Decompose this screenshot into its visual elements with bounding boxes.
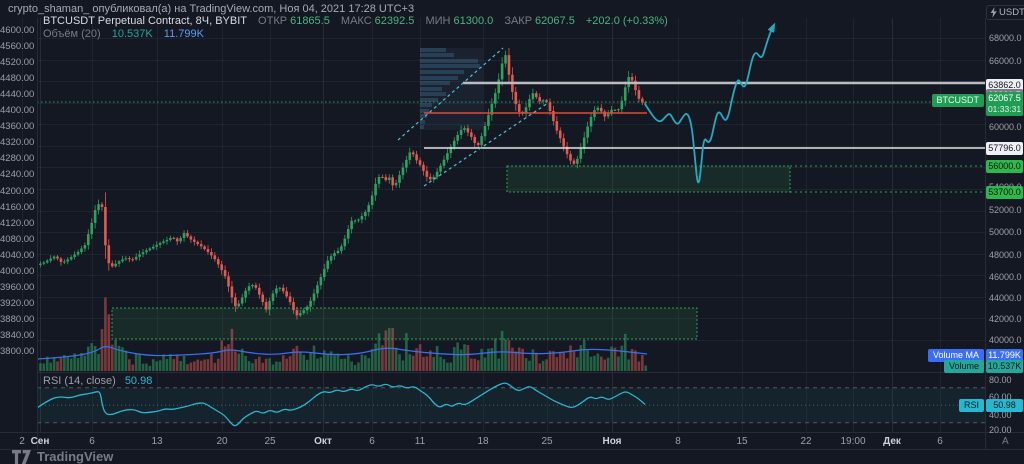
high-label: МАКС xyxy=(340,15,372,27)
time-axis-tick: 25 xyxy=(541,436,553,447)
open-value: 61865.5 xyxy=(290,15,330,27)
tradingview-logo-text: TradingView xyxy=(37,449,114,464)
left-axis-tick: 4120.00 xyxy=(0,217,35,229)
left-axis-tick: 4040.00 xyxy=(0,249,35,261)
close-value: 62067.5 xyxy=(535,15,575,27)
time-axis-tick: 6 xyxy=(369,436,375,447)
time-axis-tick: 13 xyxy=(151,436,163,447)
left-axis-tick: 4200.00 xyxy=(0,185,35,197)
rsi-axis-tick: 40.00 xyxy=(989,410,1012,420)
rsi-axis-tick: 20.00 xyxy=(989,425,1012,435)
time-axis-tick: 18 xyxy=(477,436,489,447)
price-axis-tick: 48000.0 xyxy=(989,250,1022,260)
low-label: МИН xyxy=(425,15,451,27)
left-axis-tick: 4280.00 xyxy=(0,153,35,165)
time-axis-tick: 6 xyxy=(89,436,95,447)
price-label-62067.5: 62067.5 01:33:31 xyxy=(986,92,1023,116)
indicator-tag-ma[interactable]: Volume MA xyxy=(927,348,984,362)
left-axis-tick: 3840.00 xyxy=(0,329,35,341)
time-axis-tick: Ноя xyxy=(602,436,622,447)
left-axis-tick: 4240.00 xyxy=(0,169,35,181)
indicator-value-vol: 10.537K xyxy=(986,359,1023,373)
price-axis-tick: 52000.0 xyxy=(989,205,1022,215)
left-axis-tick: 4160.00 xyxy=(0,201,35,213)
time-axis-tick: Дек xyxy=(883,436,901,447)
symbol-legend[interactable]: BTCUSDT Perpetual Contract, 8Ч, BYBIT ОТ… xyxy=(43,15,671,27)
price-label-57796.0: 57796.0 xyxy=(986,141,1023,155)
time-axis-tick: 2 xyxy=(19,436,25,447)
high-value: 62392.5 xyxy=(374,15,415,27)
price-axis-unit-chip[interactable]: USDT xyxy=(986,5,1024,20)
rsi-legend[interactable]: RSI (14, close) 50.98 xyxy=(43,375,152,387)
left-axis-tick: 4560.00 xyxy=(0,41,35,53)
change-value: +202.0 (+0.33%) xyxy=(585,15,668,27)
rsi-label: RSI (14, close) xyxy=(43,375,116,387)
volume-label: Объём (20) xyxy=(43,28,101,40)
time-axis-tick: 11 xyxy=(414,436,426,447)
volume-ma-value: 11.799K xyxy=(163,28,204,40)
attribution-bar: crypto_shaman_ опубликовал(а) на Trading… xyxy=(8,3,415,15)
price-axis-unit: USDT xyxy=(999,7,1024,18)
open-label: ОТКР xyxy=(258,15,288,27)
left-axis-tick: 4400.00 xyxy=(0,105,35,117)
close-label: ЗАКР xyxy=(504,15,533,27)
price-axis-tick: 50000.0 xyxy=(989,227,1022,237)
left-axis-tick: 3880.00 xyxy=(0,313,35,325)
left-axis-tick: 3960.00 xyxy=(0,281,35,293)
left-axis-tick: 3800.00 xyxy=(0,346,35,357)
tradingview-logo-icon xyxy=(12,449,31,464)
time-axis-tick: 20 xyxy=(216,436,228,447)
left-axis-tick: 4440.00 xyxy=(0,89,35,101)
left-axis-tick: 4480.00 xyxy=(0,73,35,85)
rsi-value: 50.98 xyxy=(124,375,153,387)
price-axis-tick: 66000.0 xyxy=(989,56,1022,66)
left-axis-tick: 4080.00 xyxy=(0,233,35,245)
time-axis-tick: 25 xyxy=(264,436,276,447)
left-axis-tick: 4600.00 xyxy=(0,25,35,36)
volume-legend[interactable]: Объём (20) 10.537K 11.799K xyxy=(43,28,207,40)
low-value: 61300.0 xyxy=(453,15,494,27)
price-label-53700.0: 53700.0 xyxy=(986,185,1023,199)
left-axis-tick: 4520.00 xyxy=(0,57,35,69)
time-axis-tick: 6 xyxy=(937,436,943,447)
left-axis-tick: 4360.00 xyxy=(0,121,35,133)
auto-scale-button[interactable]: A xyxy=(1002,436,1009,447)
time-axis-tick: Сен xyxy=(30,436,50,447)
indicator-value-ma: 11.799K xyxy=(986,348,1023,362)
price-axis-tick: 40000.0 xyxy=(989,335,1022,345)
rsi-axis-tick: 80.00 xyxy=(989,375,1012,385)
price-label-56000.0: 56000.0 xyxy=(986,159,1023,173)
price-axis-tick: 44000.0 xyxy=(989,293,1022,303)
indicator-value-rsi: 50.98 xyxy=(986,398,1023,412)
price-axis-tick: 42000.0 xyxy=(989,314,1022,324)
time-axis-tick: 22 xyxy=(800,436,812,447)
bar-countdown: 01:33:31 xyxy=(987,104,1022,114)
volume-value: 10.537K xyxy=(111,28,153,40)
time-axis-tick: Окт xyxy=(314,436,332,447)
time-axis-tick: 15 xyxy=(736,436,748,447)
time-axis-tick: 19:00 xyxy=(840,436,866,447)
symbol-title[interactable]: BTCUSDT Perpetual Contract, 8Ч, BYBIT xyxy=(43,15,247,27)
rsi-axis-tick: 60.00 xyxy=(989,392,1012,402)
symbol-price-tag: BTCUSDT xyxy=(931,94,984,107)
realtime-bolt-icon xyxy=(990,7,997,18)
tradingview-logo[interactable]: TradingView xyxy=(12,449,113,464)
price-axis-tick: 68000.0 xyxy=(989,33,1022,43)
left-axis-tick: 4000.00 xyxy=(0,265,35,277)
price-axis-tick: 46000.0 xyxy=(989,272,1022,282)
time-axis-tick: 8 xyxy=(675,436,681,447)
left-axis-tick: 4320.00 xyxy=(0,137,35,149)
indicator-tag-vol[interactable]: Volume xyxy=(943,359,984,373)
price-label-63862.0: 63862.0 xyxy=(986,78,1023,92)
indicator-tag-rsi[interactable]: RSI xyxy=(958,398,984,412)
left-axis-tick: 3920.00 xyxy=(0,297,35,309)
price-axis-tick: 60000.0 xyxy=(989,122,1022,132)
